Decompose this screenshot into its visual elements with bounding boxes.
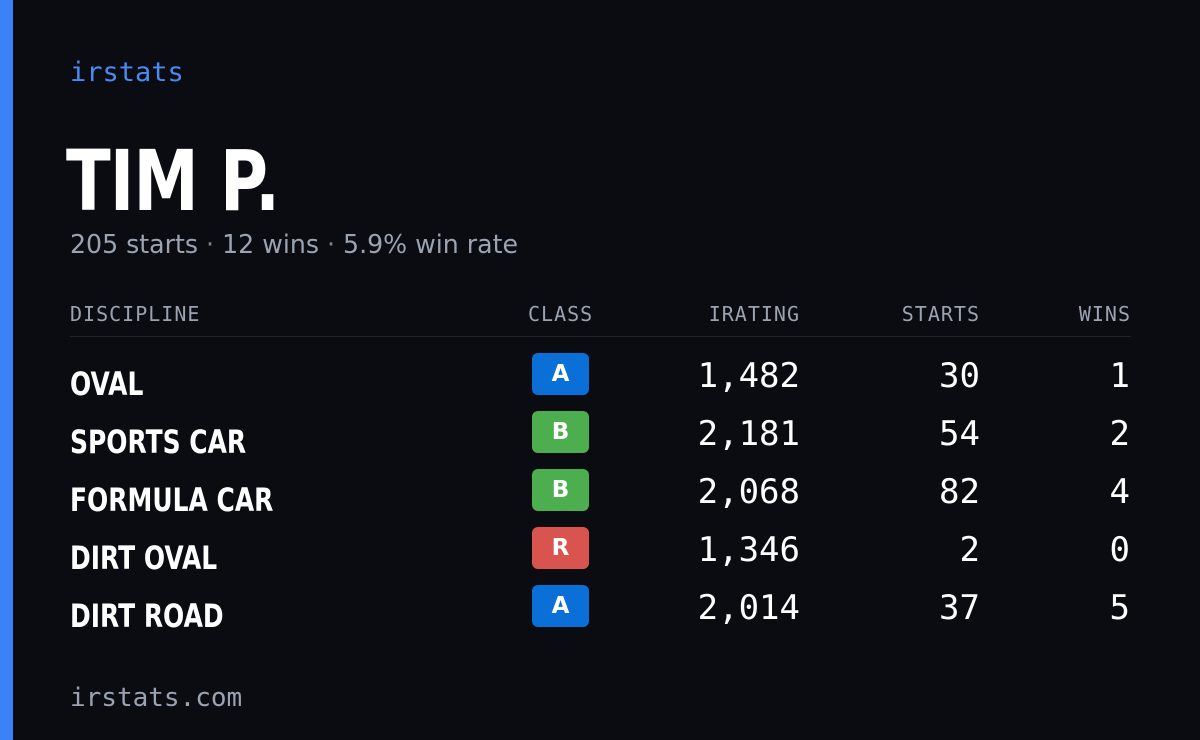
starts-value: 82 xyxy=(939,472,980,512)
wins-value: 5 xyxy=(1109,588,1130,628)
brand-logo-text: irstats xyxy=(70,57,184,88)
wins-value: 2 xyxy=(1109,414,1130,454)
header-wins: WINS xyxy=(1078,302,1131,326)
summary-separator: · xyxy=(206,230,215,260)
starts-value: 54 xyxy=(939,414,980,454)
wins-value: 1 xyxy=(1109,356,1130,396)
starts-value: 37 xyxy=(939,588,980,628)
summary-wins: 12 wins xyxy=(222,230,319,260)
irating-value: 1,346 xyxy=(697,530,800,570)
irating-value: 2,181 xyxy=(697,414,800,454)
discipline-name: OVAL xyxy=(70,365,144,403)
table-row: DIRT OVAL R 1,346 2 0 xyxy=(70,526,1131,584)
starts-value: 2 xyxy=(959,530,980,570)
wins-value: 4 xyxy=(1109,472,1130,512)
summary-win-rate: 5.9% win rate xyxy=(343,230,518,260)
driver-summary: 205 starts · 12 wins · 5.9% win rate xyxy=(70,228,518,262)
discipline-name: FORMULA CAR xyxy=(70,481,274,519)
table-row: OVAL A 1,482 30 1 xyxy=(70,352,1131,410)
discipline-name: DIRT ROAD xyxy=(70,597,224,635)
discipline-table: DISCIPLINE CLASS IRATING STARTS WINS OVA… xyxy=(70,298,1131,635)
class-badge: A xyxy=(532,585,589,627)
discipline-name: DIRT OVAL xyxy=(70,539,218,577)
driver-name: TIM P. xyxy=(66,132,280,230)
wins-value: 0 xyxy=(1109,530,1130,570)
summary-starts: 205 starts xyxy=(70,230,199,260)
table-row: SPORTS CAR B 2,181 54 2 xyxy=(70,410,1131,468)
irating-value: 1,482 xyxy=(697,356,800,396)
class-badge: B xyxy=(532,469,589,511)
table-header: DISCIPLINE CLASS IRATING STARTS WINS xyxy=(70,298,1131,337)
irating-value: 2,068 xyxy=(697,472,800,512)
footer-url: irstats.com xyxy=(70,683,243,713)
starts-value: 30 xyxy=(939,356,980,396)
class-badge: A xyxy=(532,353,589,395)
table-row: DIRT ROAD A 2,014 37 5 xyxy=(70,584,1131,642)
header-starts: STARTS xyxy=(901,302,980,326)
table-body: OVAL A 1,482 30 1 SPORTS CAR B 2,181 54 … xyxy=(70,352,1131,642)
table-row: FORMULA CAR B 2,068 82 4 xyxy=(70,468,1131,526)
class-badge: R xyxy=(532,527,589,569)
irating-value: 2,014 xyxy=(697,588,800,628)
summary-separator: · xyxy=(326,230,336,260)
header-irating: IRATING xyxy=(708,302,800,326)
header-discipline: DISCIPLINE xyxy=(70,302,201,326)
discipline-name: SPORTS CAR xyxy=(70,423,247,461)
accent-bar xyxy=(0,0,13,740)
header-class: CLASS xyxy=(528,302,594,326)
class-badge: B xyxy=(532,411,589,453)
